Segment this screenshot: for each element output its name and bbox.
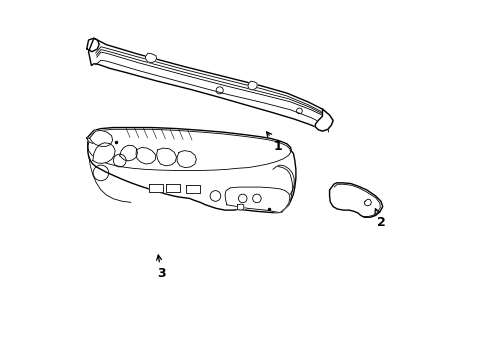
Polygon shape: [120, 145, 137, 161]
Polygon shape: [93, 143, 115, 163]
Polygon shape: [88, 38, 332, 131]
Polygon shape: [247, 81, 257, 90]
Polygon shape: [89, 130, 112, 146]
Text: 1: 1: [266, 132, 282, 153]
Polygon shape: [329, 183, 382, 217]
Polygon shape: [145, 53, 156, 63]
Text: 3: 3: [156, 255, 165, 280]
Polygon shape: [237, 204, 244, 210]
Polygon shape: [165, 184, 180, 192]
Text: 2: 2: [374, 209, 385, 229]
Polygon shape: [177, 150, 196, 168]
Polygon shape: [224, 187, 289, 213]
Polygon shape: [315, 109, 332, 131]
Polygon shape: [86, 38, 99, 52]
Polygon shape: [148, 184, 163, 192]
Polygon shape: [364, 199, 370, 206]
Polygon shape: [86, 127, 295, 213]
Polygon shape: [136, 147, 156, 164]
Polygon shape: [185, 185, 200, 193]
Polygon shape: [86, 130, 101, 144]
Polygon shape: [156, 148, 176, 166]
